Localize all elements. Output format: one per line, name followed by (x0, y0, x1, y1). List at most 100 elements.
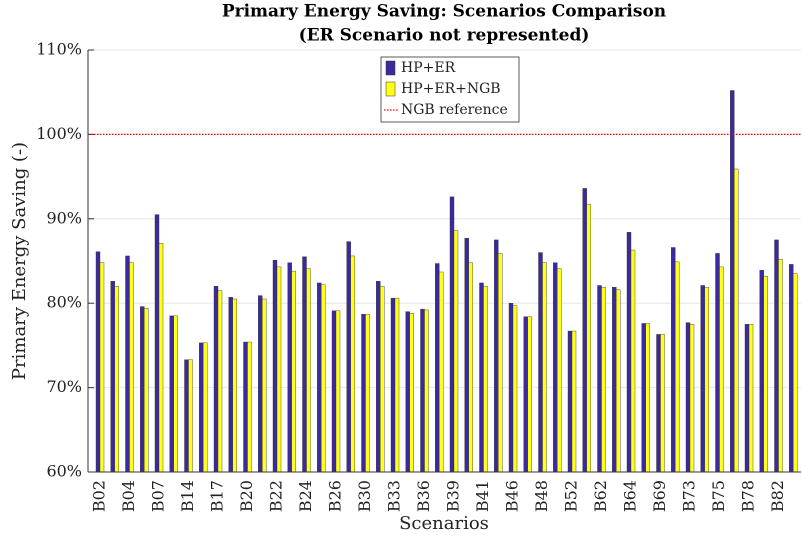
x-tick-label: B02 (90, 480, 109, 512)
x-tick-label: B46 (503, 480, 522, 512)
bar (272, 259, 278, 473)
bar (409, 313, 414, 473)
bar (759, 270, 764, 473)
bar (793, 273, 798, 473)
bar (114, 286, 119, 473)
bar (317, 282, 322, 473)
bar (685, 322, 691, 473)
bar (689, 324, 695, 473)
bar (645, 323, 650, 473)
bar (616, 289, 621, 473)
bar (376, 281, 381, 473)
bar (660, 334, 665, 473)
legend-label: HP+ER+NGB (401, 81, 501, 97)
x-tick-label: B62 (591, 480, 610, 512)
bar (199, 342, 204, 473)
bar (571, 330, 577, 473)
bar (232, 298, 237, 473)
bar (582, 188, 587, 473)
bar (512, 305, 518, 473)
bar (567, 330, 573, 473)
bar (243, 341, 248, 473)
bar (321, 284, 326, 473)
bar (597, 285, 602, 473)
bar (553, 262, 558, 473)
x-axis-label: Scenarios (399, 513, 489, 534)
x-tick-label: B20 (237, 480, 256, 512)
y-axis-label: Primary Energy Saving (-) (9, 142, 30, 380)
x-tick-label: B82 (768, 480, 787, 512)
bar (449, 196, 455, 473)
bar (350, 255, 355, 473)
x-tick-label: B64 (621, 480, 640, 512)
legend-label: HP+ER (401, 60, 456, 76)
bar (184, 359, 189, 473)
bar (494, 239, 499, 473)
bar (125, 255, 130, 473)
bar (390, 297, 396, 473)
bar (453, 230, 459, 473)
bar (99, 262, 105, 473)
bar (744, 324, 750, 473)
bar (789, 264, 794, 473)
bar (748, 324, 754, 473)
x-tick-label: B26 (326, 480, 345, 512)
bar (508, 303, 514, 473)
x-tick-label: B33 (385, 480, 404, 512)
bar (335, 310, 341, 473)
bar (479, 282, 484, 473)
bar (361, 313, 366, 473)
bar (715, 253, 720, 473)
bar (675, 261, 680, 473)
x-tick-label: B52 (562, 480, 581, 512)
x-tick-label: B69 (650, 480, 669, 512)
bar (158, 243, 164, 473)
bar (394, 297, 400, 473)
bar (641, 323, 646, 473)
bar (173, 315, 178, 473)
bar (110, 281, 115, 473)
bar (258, 295, 263, 473)
legend-label: NGB reference (401, 102, 508, 118)
bar (523, 316, 528, 473)
bar (276, 266, 282, 473)
bar (468, 262, 473, 473)
bar (405, 311, 410, 473)
bar (763, 275, 768, 473)
bar (498, 253, 503, 473)
y-tick-label: 80% (46, 293, 82, 312)
bar (144, 308, 149, 473)
bar (774, 239, 779, 473)
bar (630, 249, 636, 473)
x-tick-label: B48 (532, 480, 551, 512)
x-tick-label: B22 (267, 480, 286, 512)
bar (656, 334, 661, 473)
bar (538, 252, 543, 473)
legend-box (380, 56, 520, 123)
bar (203, 342, 208, 473)
bar (730, 90, 735, 473)
bar (365, 313, 370, 473)
bar (464, 238, 469, 473)
x-tick-label: B24 (296, 480, 315, 512)
bar (586, 204, 591, 473)
x-tick-label: B36 (414, 480, 433, 512)
bar (228, 297, 233, 473)
bar (262, 298, 267, 473)
bar (154, 214, 160, 473)
bar (527, 316, 532, 473)
bar (601, 286, 606, 473)
x-tick-label: B30 (355, 480, 374, 512)
y-tick-label: 110% (36, 40, 82, 59)
bar (287, 262, 292, 473)
bar (217, 290, 223, 473)
bar (557, 268, 562, 473)
x-tick-label: B07 (149, 480, 168, 512)
bar (346, 241, 351, 473)
legend-swatch (385, 60, 396, 76)
chart-title: Primary Energy Saving: Scenarios Compari… (222, 2, 666, 22)
y-tick-label: 100% (36, 124, 82, 143)
bar (95, 251, 101, 473)
y-tick-label: 90% (46, 208, 82, 227)
